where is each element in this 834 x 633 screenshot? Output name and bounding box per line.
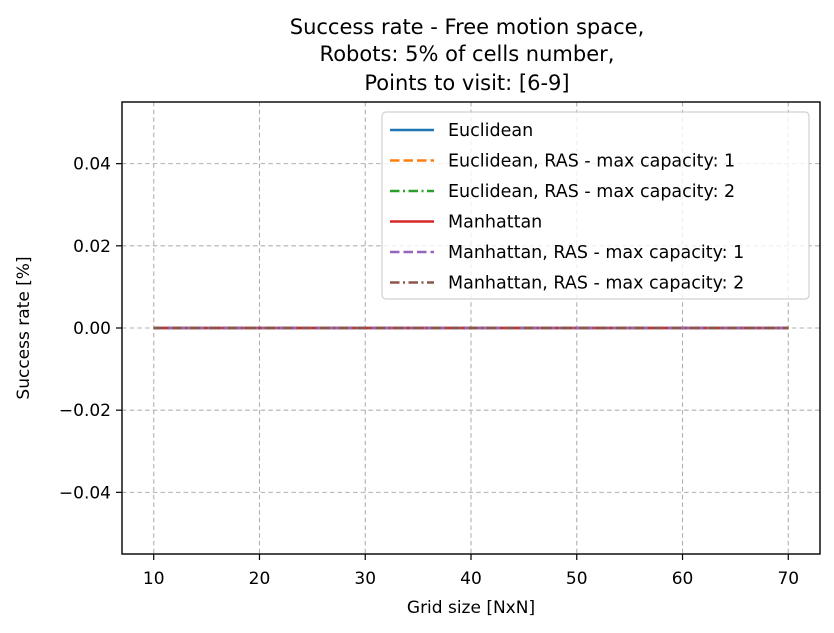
chart-title-line-3: Points to visit: [6-9] <box>364 71 569 95</box>
legend-label-2: Euclidean, RAS - max capacity: 1 <box>448 152 735 172</box>
legend-box <box>381 111 810 300</box>
chart-title-line-2: Robots: 5% of cells number, <box>320 42 615 66</box>
x-tick-label: 30 <box>354 569 376 589</box>
legend: Euclidean Euclidean, RAS - max capacity: … <box>381 111 810 300</box>
y-axis-label: Success rate [%] <box>14 256 34 399</box>
x-axis-label: Grid size [NxN] <box>407 598 535 618</box>
chart-title: Success rate - Free motion space, Robots… <box>290 15 645 95</box>
chart-title-line-1: Success rate - Free motion space, <box>290 15 645 39</box>
legend-label-6: Manhattan, RAS - max capacity: 2 <box>448 274 744 294</box>
x-tick-label: 20 <box>249 569 271 589</box>
legend-label-4: Manhattan <box>448 213 542 233</box>
y-tick-label: 0.00 <box>73 319 111 339</box>
y-tick-label: 0.02 <box>73 237 111 257</box>
x-tick-label: 10 <box>143 569 165 589</box>
legend-label-5: Manhattan, RAS - max capacity: 1 <box>448 243 744 263</box>
y-tick-label: 0.04 <box>73 155 111 175</box>
x-tick-label: 70 <box>777 569 799 589</box>
x-tick-label: 60 <box>672 569 694 589</box>
legend-label-3: Euclidean, RAS - max capacity: 2 <box>448 182 735 202</box>
y-tick-label: −0.04 <box>59 483 111 503</box>
x-tick-label: 40 <box>460 569 482 589</box>
y-tick-label: −0.02 <box>59 401 111 421</box>
legend-label-1: Euclidean <box>448 121 533 141</box>
legend-items: Euclidean Euclidean, RAS - max capacity: … <box>390 121 744 294</box>
x-tick-label: 50 <box>566 569 588 589</box>
plot-frame <box>121 101 821 555</box>
axis-ticks: 10 20 30 40 50 60 70 −0.04 −0.02 0.00 0.02 0.04 <box>59 155 799 589</box>
